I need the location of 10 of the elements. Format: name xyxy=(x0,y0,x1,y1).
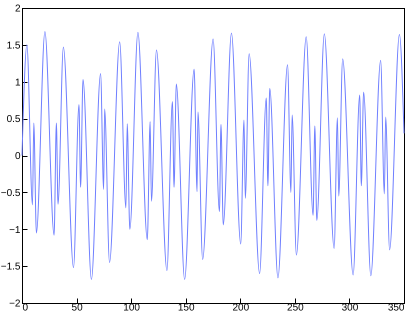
y-tick-label: −1.5 xyxy=(0,262,21,273)
y-tick-label: 0 xyxy=(14,151,21,162)
y-tick-label: −1 xyxy=(9,224,21,236)
line-series xyxy=(22,31,404,280)
y-tick-label: −2 xyxy=(9,298,21,310)
y-tick-label: 2 xyxy=(14,4,21,14)
y-tick-label: 1.5 xyxy=(6,40,21,52)
y-tick-label: 1 xyxy=(14,77,21,88)
y-tick-label: 0.5 xyxy=(6,114,21,126)
y-tick-label: −0.5 xyxy=(0,188,21,199)
